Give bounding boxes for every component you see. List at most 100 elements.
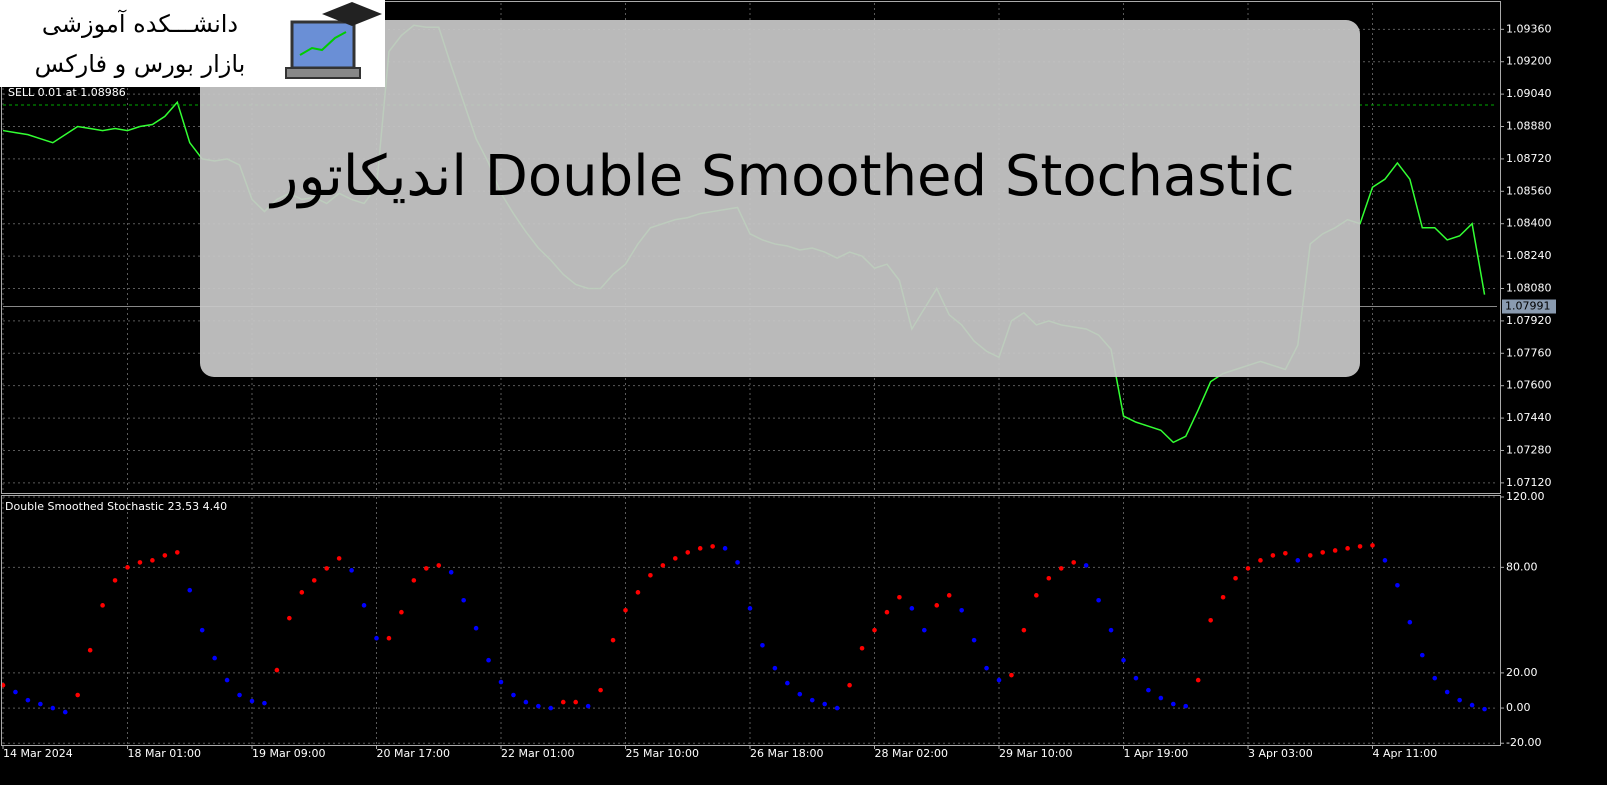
stochastic-dot xyxy=(486,657,491,663)
stochastic-dot xyxy=(1295,558,1301,563)
x-tick-label: 20 Mar 17:00 xyxy=(377,747,450,760)
stochastic-dot xyxy=(573,699,578,705)
stochastic-dot xyxy=(262,700,267,706)
stochastic-dot xyxy=(785,680,790,686)
banner-title: اندیکاتور Double Smoothed Stochastic xyxy=(268,144,1294,209)
stochastic-dot xyxy=(1357,544,1363,549)
stochastic-dot xyxy=(1058,566,1064,571)
stochastic-dot xyxy=(13,689,18,695)
stochastic-dot xyxy=(349,568,354,573)
stochastic-dot xyxy=(1009,672,1014,678)
y-tick-label: 1.07120 xyxy=(1506,476,1552,489)
stochastic-dot xyxy=(934,603,940,608)
stochastic-dot xyxy=(996,677,1002,683)
stochastic-dot xyxy=(1382,558,1388,563)
stochastic-dot xyxy=(1121,657,1126,663)
stochastic-dot xyxy=(1370,543,1375,548)
x-tick-label: 4 Apr 11:00 xyxy=(1373,747,1438,760)
stochastic-dot xyxy=(959,607,964,613)
logo-icon xyxy=(285,2,382,79)
stochastic-dot xyxy=(411,578,417,583)
stochastic-dot xyxy=(760,642,765,648)
stochastic-dot xyxy=(62,709,68,715)
y-tick-label: 0.00 xyxy=(1506,701,1531,714)
logo-line: بازار بورس و فارکس xyxy=(35,50,246,78)
stochastic-dot xyxy=(1158,695,1164,701)
stochastic-dot xyxy=(884,609,890,615)
stochastic-dot xyxy=(585,703,591,709)
stochastic-dot xyxy=(436,563,442,568)
x-tick-label: 28 Mar 02:00 xyxy=(875,747,948,760)
panel-frame xyxy=(1,495,1501,746)
x-tick-label: 18 Mar 01:00 xyxy=(128,747,201,760)
stochastic-dot xyxy=(424,566,429,571)
y-tick-label: -20.00 xyxy=(1506,736,1541,749)
stochastic-dot xyxy=(660,563,666,568)
stochastic-dot xyxy=(710,544,715,549)
y-tick-label: 1.07440 xyxy=(1506,411,1552,424)
stochastic-dot xyxy=(648,572,653,578)
stochastic-dot xyxy=(536,703,541,709)
y-tick-label: 1.09360 xyxy=(1506,22,1552,35)
stochastic-dot xyxy=(1395,582,1400,588)
stochastic-dot xyxy=(1133,675,1139,681)
stochastic-dot xyxy=(1071,560,1076,565)
stochastic-dot xyxy=(548,705,554,711)
stochastic-dot xyxy=(199,627,205,633)
stochastic-dot xyxy=(1183,703,1189,709)
last-price-box xyxy=(1502,299,1556,314)
y-tick-label: 120.00 xyxy=(1506,490,1545,503)
stochastic-dot xyxy=(1420,652,1425,658)
y-tick-label: 20.00 xyxy=(1506,666,1538,679)
stochastic-dot xyxy=(112,578,118,583)
y-tick-label: 1.08880 xyxy=(1506,120,1552,133)
order-annotation: SELL 0.01 at 1.08986 xyxy=(8,86,126,99)
stochastic-dot xyxy=(50,705,56,711)
x-tick-label: 22 Mar 01:00 xyxy=(501,747,574,760)
stochastic-dot xyxy=(560,699,566,705)
stochastic-dot xyxy=(598,687,603,693)
stochastic-dot xyxy=(25,697,31,703)
indicator-title: Double Smoothed Stochastic 23.53 4.40 xyxy=(5,500,227,513)
stochastic-dot xyxy=(75,692,80,698)
logo-line: دانشـــکده آموزشی xyxy=(42,9,238,38)
stochastic-dot xyxy=(1457,697,1462,703)
stochastic-dot xyxy=(809,697,815,703)
stochastic-dot xyxy=(224,677,230,683)
stochastic-dot xyxy=(1270,553,1276,558)
stochastic-dot xyxy=(747,606,753,611)
stochastic-dot xyxy=(461,597,466,603)
stochastic-dot xyxy=(1258,558,1263,563)
stochastic-dot xyxy=(1146,687,1151,693)
stochastic-dot xyxy=(1245,566,1251,571)
stochastic-dot xyxy=(1283,550,1288,556)
stochastic-dot xyxy=(872,627,877,633)
stochastic-dot xyxy=(635,590,641,595)
stochastic-dot xyxy=(175,550,180,555)
y-tick-label: 1.08560 xyxy=(1506,184,1552,197)
last-price-label: 1.07991 xyxy=(1505,300,1551,313)
stochastic-dot xyxy=(187,587,193,593)
x-tick-label: 29 Mar 10:00 xyxy=(999,747,1072,760)
y-tick-label: 1.07760 xyxy=(1506,346,1552,359)
stochastic-dot xyxy=(100,603,105,608)
stochastic-dot xyxy=(137,560,143,565)
stochastic-dot xyxy=(287,615,292,621)
stochastic-dot xyxy=(336,556,342,561)
stochastic-dot xyxy=(125,565,130,570)
stochastic-dot xyxy=(909,606,915,611)
stochastic-dot xyxy=(772,665,778,671)
stochastic-dot xyxy=(1021,627,1027,633)
stochastic-dot xyxy=(623,607,628,613)
stochastic-dot xyxy=(448,569,454,575)
stochastic-dot xyxy=(971,637,977,643)
stochastic-dot xyxy=(299,590,305,595)
stochastic-dot xyxy=(847,682,852,688)
stochastic-dot xyxy=(498,679,504,685)
stochastic-dot xyxy=(797,691,803,697)
stochastic-dot xyxy=(237,692,242,698)
stochastic-dot xyxy=(1307,553,1313,558)
stochastic-dot xyxy=(1482,706,1487,712)
stochastic-dot xyxy=(162,553,168,558)
stochastic-dot xyxy=(311,578,317,583)
